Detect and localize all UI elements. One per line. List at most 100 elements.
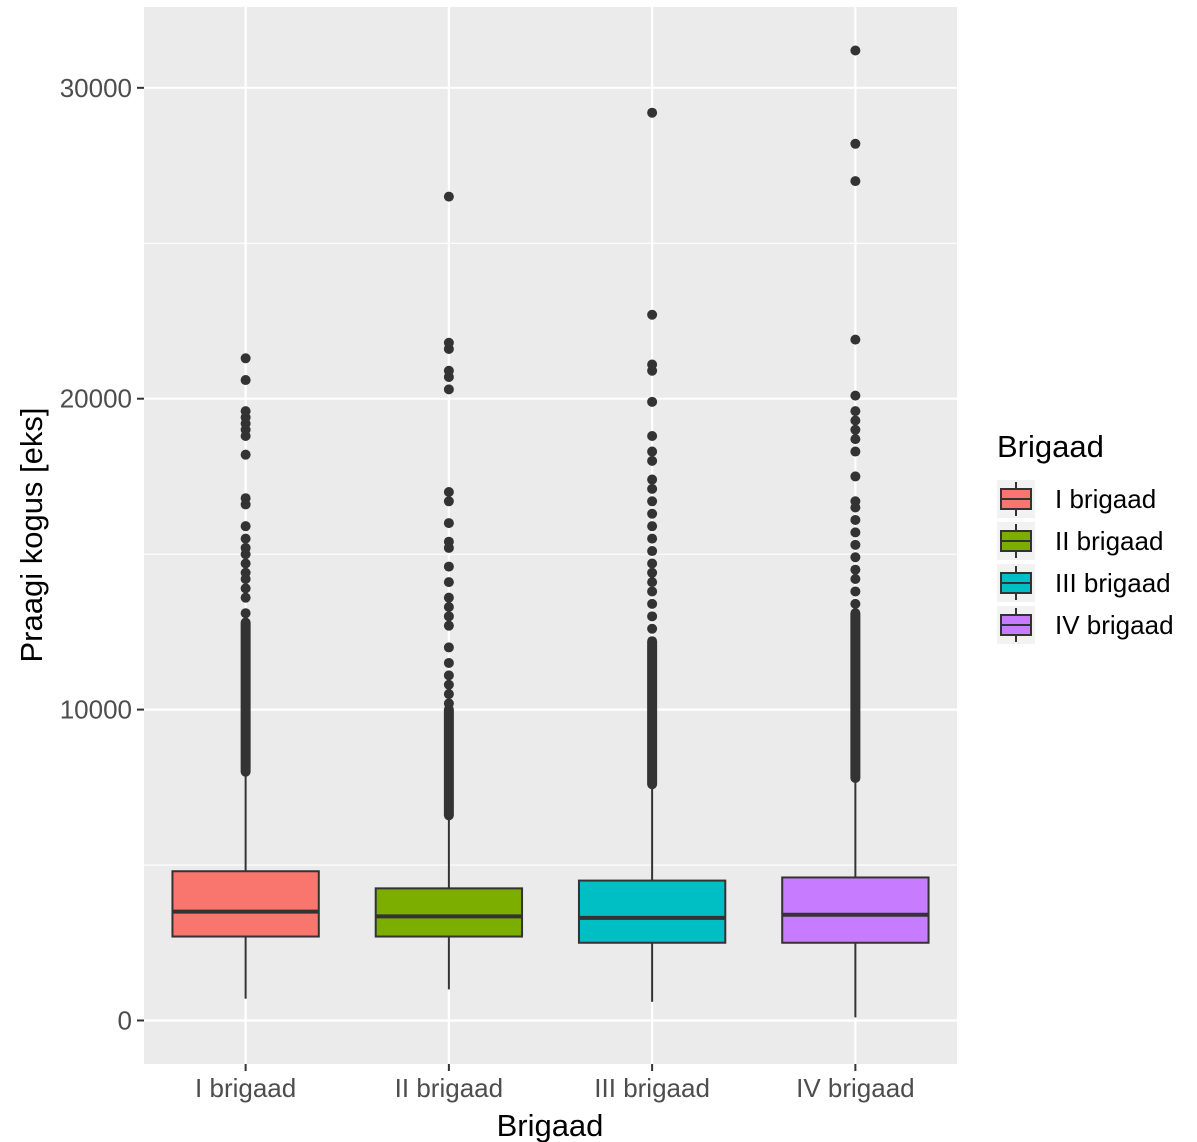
x-tick-label: III brigaad — [594, 1073, 710, 1103]
box-iqr — [781, 876, 930, 944]
outlier-point — [647, 455, 658, 466]
outlier-point — [443, 592, 454, 603]
outlier-point — [240, 592, 251, 603]
outlier-point — [240, 521, 251, 532]
legend-entry: IV brigaad — [997, 606, 1174, 644]
outlier-point — [647, 474, 658, 485]
outlier-point — [443, 486, 454, 497]
outlier-point — [850, 527, 861, 538]
outlier-point — [240, 353, 251, 364]
outlier-point — [240, 406, 251, 417]
outlier-point — [240, 375, 251, 386]
outlier-point — [850, 574, 861, 585]
outlier-point — [850, 176, 861, 187]
outlier-point — [647, 611, 658, 622]
outlier-point — [850, 514, 861, 525]
outlier-point — [850, 45, 861, 56]
outlier-point — [647, 107, 658, 118]
outlier-point — [850, 598, 861, 609]
outlier-point — [647, 598, 658, 609]
x-tick-label: IV brigaad — [796, 1073, 915, 1103]
outlier-point — [850, 564, 861, 575]
outlier-point — [443, 496, 454, 507]
outlier-point — [240, 558, 251, 569]
y-axis-title: Praagi kogus [eks] — [14, 407, 49, 662]
outlier-point — [443, 337, 454, 348]
outlier-point — [850, 406, 861, 417]
outlier-point — [850, 539, 861, 550]
outlier-point — [850, 334, 861, 345]
outlier-point — [443, 577, 454, 588]
legend-label: IV brigaad — [1055, 610, 1174, 640]
legend-entry: III brigaad — [997, 564, 1171, 602]
y-tick-label: 20000 — [60, 384, 132, 414]
outlier-point — [240, 608, 251, 619]
outlier-point — [240, 493, 251, 504]
outlier-point — [443, 689, 454, 700]
legend: Brigaad I brigaad II brigaad III brigaad IV… — [997, 429, 1174, 644]
legend-label: III brigaad — [1055, 568, 1171, 598]
outlier-point — [850, 424, 861, 435]
outlier-point — [443, 602, 454, 613]
outlier-point — [850, 446, 861, 457]
outlier-point — [240, 449, 251, 460]
outlier-point — [850, 138, 861, 149]
outlier-point — [240, 567, 251, 578]
outlier-point — [647, 623, 658, 634]
y-tick-label: 30000 — [60, 73, 132, 103]
outlier-point — [647, 483, 658, 494]
legend-title: Brigaad — [997, 429, 1104, 464]
outlier-point — [647, 546, 658, 557]
outlier-point — [850, 434, 861, 445]
outlier-point — [850, 415, 861, 426]
outlier-point — [443, 620, 454, 631]
outlier-point — [443, 611, 454, 622]
outlier-point — [443, 670, 454, 681]
outlier-point — [850, 390, 861, 401]
outlier-point — [850, 471, 861, 482]
outlier-point — [647, 446, 658, 457]
outlier-point — [443, 365, 454, 376]
box-iqr — [577, 879, 727, 944]
outlier-point — [647, 396, 658, 407]
outlier-point — [443, 191, 454, 202]
outlier-point — [647, 521, 658, 532]
outlier-point — [443, 561, 454, 572]
box-group — [171, 353, 320, 999]
legend-label: II brigaad — [1055, 526, 1163, 556]
y-tick-label: 0 — [118, 1005, 132, 1035]
outlier-point — [240, 533, 251, 544]
outlier-point — [850, 552, 861, 563]
outlier-point — [647, 533, 658, 544]
outlier-point — [647, 577, 658, 588]
x-axis-title: Brigaad — [497, 1108, 604, 1142]
outlier-point — [240, 583, 251, 594]
outlier-point — [647, 309, 658, 320]
x-tick-label: II brigaad — [395, 1073, 503, 1103]
outlier-point — [647, 496, 658, 507]
outlier-point — [443, 536, 454, 547]
outlier-point — [647, 567, 658, 578]
x-tick-label: I brigaad — [195, 1073, 296, 1103]
box-group — [577, 107, 727, 1002]
outlier-point — [443, 679, 454, 690]
outlier-point — [647, 586, 658, 597]
outlier-point — [850, 496, 861, 507]
outlier-point — [443, 657, 454, 668]
outlier-point — [647, 359, 658, 370]
outlier-point — [647, 508, 658, 519]
legend-entry: II brigaad — [997, 522, 1163, 560]
box-iqr — [171, 870, 320, 938]
outlier-point — [850, 586, 861, 597]
outlier-point — [443, 518, 454, 529]
outlier-point — [240, 542, 251, 553]
legend-entry: I brigaad — [997, 480, 1156, 518]
axes: 0 10000 20000 30000 I brigaad II brigaad III b… — [60, 73, 915, 1103]
box-group — [781, 45, 930, 1018]
box-group — [374, 191, 524, 990]
y-tick-label: 10000 — [60, 695, 132, 725]
outlier-point — [443, 384, 454, 395]
legend-label: I brigaad — [1055, 484, 1156, 514]
outlier-point — [443, 698, 454, 709]
